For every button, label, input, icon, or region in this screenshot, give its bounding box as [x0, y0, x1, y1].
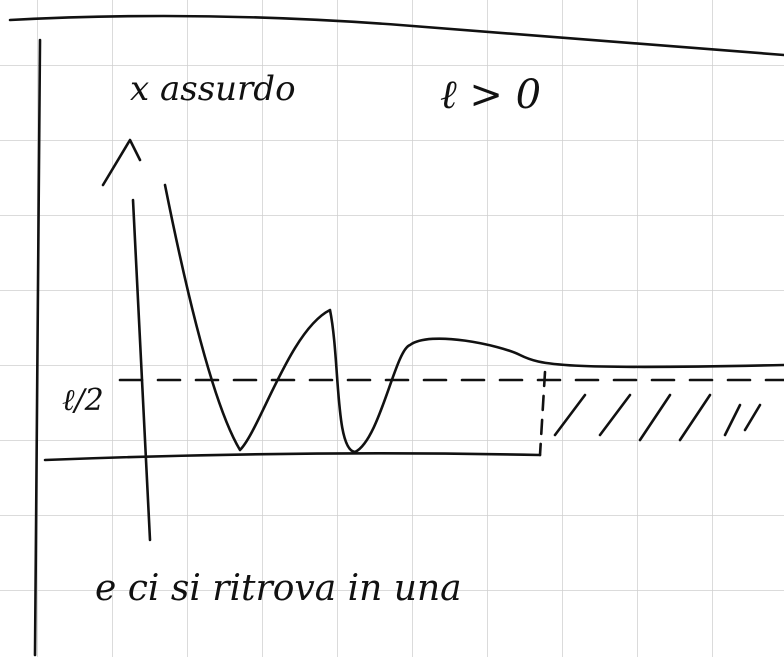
page: x assurdo ℓ > 0 ℓ/2 e ci si ritrova in u… — [0, 0, 784, 657]
condition: ℓ > 0 — [440, 72, 541, 118]
title: x assurdo — [130, 69, 296, 109]
grid-paper — [0, 0, 784, 657]
half-label: ℓ/2 — [62, 383, 104, 418]
caption: e ci si ritrova in una — [95, 568, 462, 609]
note-sheet: x assurdo ℓ > 0 ℓ/2 e ci si ritrova in u… — [0, 0, 784, 657]
